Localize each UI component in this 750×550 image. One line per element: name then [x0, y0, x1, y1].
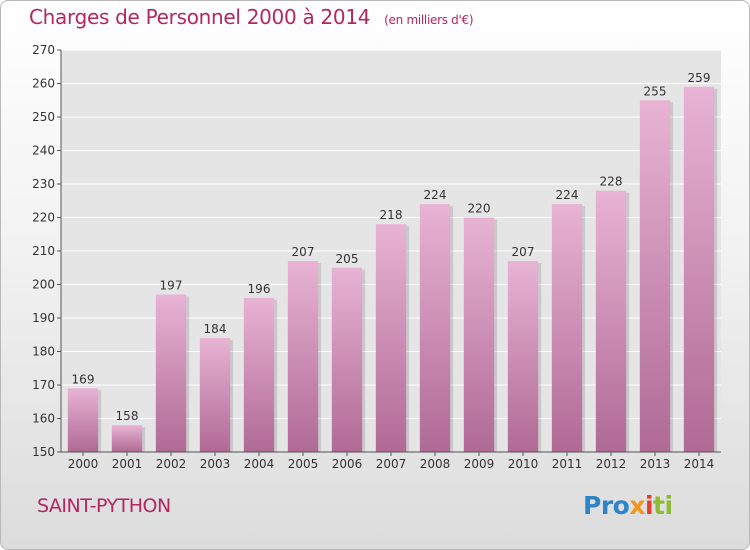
x-tick-label: 2008	[420, 457, 451, 471]
x-tick-label: 2014	[684, 457, 715, 471]
bar	[595, 190, 627, 452]
x-tick-label: 2000	[68, 457, 99, 471]
data-label: 224	[556, 188, 579, 202]
y-tick-label: 160	[32, 412, 55, 426]
unit-note: (en milliers d'€)	[384, 13, 474, 27]
data-label: 207	[512, 245, 535, 259]
bar	[287, 261, 319, 452]
data-label: 255	[644, 84, 667, 98]
x-tick-label: 2009	[464, 457, 495, 471]
x-tick-label: 2013	[640, 457, 671, 471]
y-tick-label: 150	[32, 445, 55, 459]
data-label: 158	[116, 409, 139, 423]
x-tick-label: 2007	[376, 457, 407, 471]
logo-part-2: x	[629, 491, 645, 520]
y-tick-label: 250	[32, 110, 55, 124]
bar	[155, 294, 187, 452]
data-label: 207	[292, 245, 315, 259]
x-tick-label: 2003	[200, 457, 231, 471]
y-tick-label: 220	[32, 211, 55, 225]
bar	[463, 217, 495, 452]
x-tick-label: 2011	[552, 457, 583, 471]
y-tick-label: 270	[32, 43, 55, 57]
data-label: 224	[424, 188, 447, 202]
y-tick-label: 180	[32, 345, 55, 359]
y-tick-label: 230	[32, 177, 55, 191]
bar	[67, 388, 99, 452]
data-label: 205	[336, 252, 359, 266]
x-tick-label: 2004	[244, 457, 275, 471]
bar	[199, 338, 231, 452]
logo-part-3: i	[644, 491, 654, 520]
data-label: 228	[600, 175, 623, 189]
bar	[507, 261, 539, 452]
y-tick-label: 210	[32, 244, 55, 258]
bar-layer	[67, 86, 718, 452]
bar	[111, 425, 143, 452]
y-tick-label: 190	[32, 311, 55, 325]
proxiti-logo: Proxiti	[583, 491, 673, 520]
data-label: 169	[72, 372, 95, 386]
data-label: 220	[468, 202, 491, 216]
bar	[331, 267, 363, 452]
y-tick-label: 240	[32, 144, 55, 158]
data-label: 184	[204, 322, 227, 336]
data-label: 197	[160, 279, 183, 293]
data-label: 196	[248, 282, 271, 296]
bar	[375, 224, 407, 452]
x-tick-label: 2002	[156, 457, 187, 471]
label-layer: 169 158 197 184 196 207 205 218 224 220 207 224 228 2…	[72, 71, 711, 423]
bar	[683, 86, 715, 452]
city-name: SAINT-PYTHON	[37, 495, 171, 517]
x-tick-label: 2006	[332, 457, 363, 471]
data-label: 259	[688, 71, 711, 85]
logo-part-1: Pro	[583, 491, 630, 520]
x-tick-label: 2012	[596, 457, 627, 471]
y-tick-label: 170	[32, 378, 55, 392]
title-text: Charges de Personnel 2000 à 2014	[29, 5, 371, 29]
y-tick-label: 200	[32, 278, 55, 292]
axis-layer: 150 160 170 180 190 200 210 220 230 240 250 260 270 2…	[32, 43, 721, 471]
chart-title: Charges de Personnel 2000 à 2014 (en mill…	[29, 5, 474, 29]
x-tick-label: 2005	[288, 457, 319, 471]
bar	[243, 297, 275, 452]
bar	[639, 100, 671, 452]
logo-part-4: ti	[653, 491, 673, 520]
data-label: 218	[380, 208, 403, 222]
bar	[419, 204, 451, 452]
x-tick-label: 2001	[112, 457, 143, 471]
y-tick-label: 260	[32, 77, 55, 91]
x-tick-label: 2010	[508, 457, 539, 471]
bar	[551, 204, 583, 452]
